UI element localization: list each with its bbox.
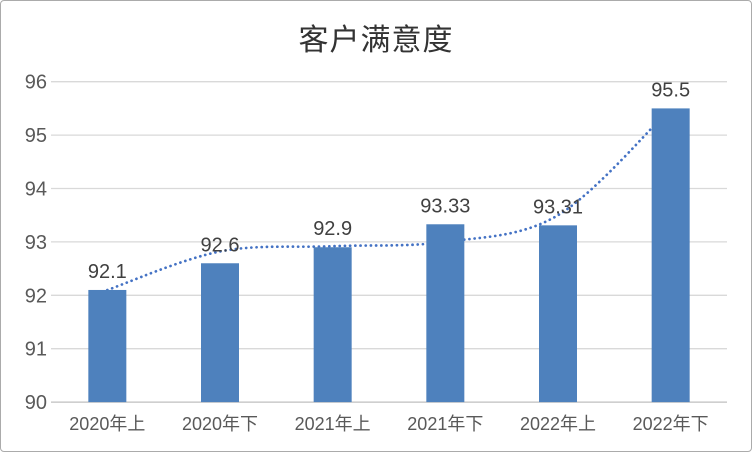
chart-title: 客户满意度 [298, 24, 454, 57]
bar [88, 289, 127, 403]
bar-value-label: 92.6 [201, 234, 240, 256]
y-axis-tick-label: 94 [25, 179, 47, 201]
bar [651, 108, 690, 403]
bar [313, 247, 352, 403]
x-axis-category-label: 2020年上 [69, 414, 145, 434]
bar-value-label: 95.5 [651, 79, 690, 101]
x-axis-category-label: 2020年下 [182, 414, 258, 434]
trendline-dotted [105, 107, 673, 292]
y-axis-tick-label: 91 [25, 339, 47, 361]
bar-value-label: 92.9 [313, 218, 352, 240]
bar [426, 224, 465, 403]
y-axis-tick-label: 90 [25, 392, 47, 414]
bar-value-label: 92.1 [88, 261, 127, 283]
y-axis-tick-label: 96 [25, 72, 47, 94]
x-axis-category-label: 2022年下 [633, 414, 709, 434]
bar-value-label: 93.33 [420, 195, 470, 217]
y-axis-tick-label: 93 [25, 232, 47, 254]
y-axis-tick-label: 95 [25, 125, 47, 147]
x-axis-category-label: 2021年上 [295, 414, 371, 434]
bar-value-label: 93.31 [533, 196, 583, 218]
x-axis-category-label: 2022年上 [520, 414, 596, 434]
bar [201, 263, 239, 403]
x-axis-category-label: 2021年下 [407, 414, 483, 434]
y-axis-tick-label: 92 [25, 285, 47, 307]
bar [539, 225, 577, 403]
